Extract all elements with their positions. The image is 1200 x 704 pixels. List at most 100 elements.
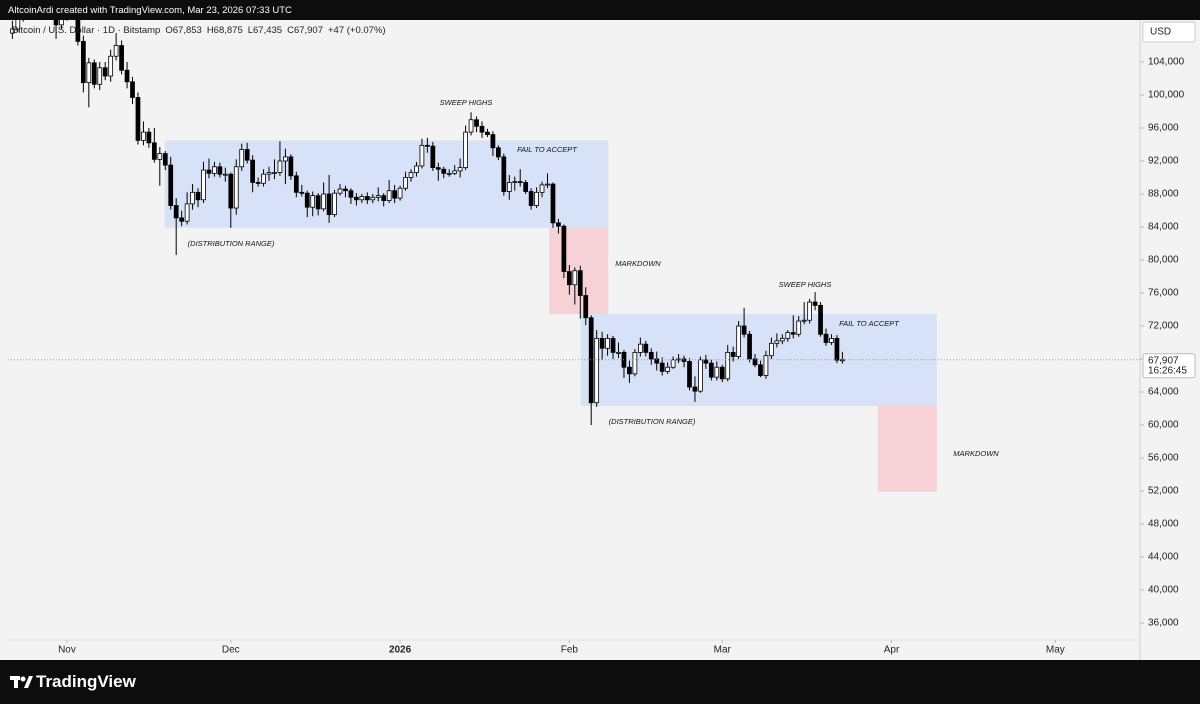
candle-body: [774, 340, 780, 344]
annotation: (DISTRIBUTION RANGE): [609, 417, 696, 426]
annotation: FAIL TO ACCEPT: [517, 145, 578, 154]
change: +47 (+0.07%): [328, 25, 386, 36]
last-price-label: 67,907: [1148, 355, 1179, 366]
candle-body: [403, 177, 408, 189]
candle-body: [599, 337, 605, 349]
candle-body: [239, 149, 245, 168]
candle-body: [233, 166, 239, 209]
candle-body: [577, 270, 583, 296]
candle-body: [337, 188, 343, 194]
y-tick-label: 60,000: [1148, 420, 1179, 431]
candle-body: [572, 270, 578, 286]
brand[interactable]: TradingView: [36, 672, 136, 691]
candle-body: [173, 205, 179, 219]
candle-body: [687, 361, 692, 388]
candle-body: [272, 172, 277, 174]
y-tick-label: 80,000: [1148, 255, 1179, 266]
candle-body: [812, 301, 818, 306]
candle-body: [605, 337, 610, 349]
x-tick-label: Dec: [222, 645, 240, 656]
candle-body: [321, 193, 326, 210]
x-tick-label: Feb: [561, 645, 579, 656]
candle-body: [151, 142, 157, 160]
candle-body: [293, 175, 299, 193]
annotation: FAIL TO ACCEPT: [839, 319, 900, 328]
candle-body: [643, 343, 649, 353]
candle-body: [594, 337, 600, 404]
candle-body: [796, 320, 802, 335]
candle-body: [184, 203, 190, 222]
candle-body: [616, 351, 621, 354]
candle-body: [517, 181, 523, 184]
candle-body: [375, 195, 381, 198]
x-tick-label: Mar: [714, 645, 732, 656]
candle-body: [419, 144, 425, 167]
candle-body: [534, 191, 539, 206]
candle-body: [446, 172, 452, 175]
candle-body: [490, 134, 496, 149]
candle-body: [714, 366, 720, 378]
candle-body: [332, 192, 337, 216]
y-tick-label: 104,000: [1148, 57, 1185, 68]
y-tick-label: 96,000: [1148, 123, 1179, 134]
candle-body: [528, 191, 534, 206]
open: O67,853: [165, 25, 202, 36]
y-tick-label: 44,000: [1148, 552, 1179, 563]
candle-body: [703, 359, 709, 364]
candle-body: [632, 351, 638, 375]
y-tick-label: 36,000: [1148, 618, 1179, 629]
candle-body: [53, 20, 59, 26]
candle-body: [708, 362, 714, 378]
candle-body: [304, 192, 310, 208]
top-bar: [0, 0, 1200, 20]
candle-body: [610, 337, 616, 353]
candle-body: [550, 183, 556, 224]
candle-body: [255, 182, 261, 184]
x-tick-label: May: [1046, 645, 1065, 656]
candle-body: [741, 325, 747, 335]
candle-body: [512, 181, 518, 184]
currency-box[interactable]: [1142, 21, 1196, 43]
annotation: (DISTRIBUTION RANGE): [188, 239, 275, 248]
candle-body: [146, 131, 152, 144]
candle-body: [206, 169, 212, 174]
candle-body: [212, 166, 217, 174]
candle-body: [441, 168, 447, 174]
candle-body: [637, 343, 643, 353]
annotation: MARKDOWN: [953, 449, 999, 458]
y-tick-label: 40,000: [1148, 585, 1179, 596]
candle-body: [244, 149, 250, 161]
candle-body: [157, 153, 163, 160]
y-tick-label: 52,000: [1148, 486, 1179, 497]
candle-body: [250, 159, 256, 183]
candle-body: [168, 164, 174, 206]
zone: [877, 406, 937, 492]
candle-body: [485, 131, 490, 135]
candle-body: [670, 359, 676, 368]
y-tick-label: 92,000: [1148, 156, 1179, 167]
x-tick-label: Apr: [884, 645, 900, 656]
candle-body: [59, 20, 64, 26]
candle-body: [266, 172, 272, 175]
candle-body: [315, 195, 321, 210]
candle-body: [463, 131, 468, 168]
candle-body: [654, 358, 660, 364]
candle-body: [452, 170, 458, 174]
candle-body: [747, 333, 752, 360]
candle-body: [807, 301, 812, 321]
annotation: SWEEP HIGHS: [779, 280, 832, 289]
candle-body: [326, 193, 332, 216]
candle-body: [310, 195, 316, 208]
plot: [10, 20, 937, 492]
candle-body: [468, 119, 474, 133]
candle-body: [801, 319, 807, 322]
candle-body: [698, 359, 703, 392]
candle-body: [364, 196, 370, 201]
candle-body: [430, 145, 436, 168]
y-tick-label: 88,000: [1148, 189, 1179, 200]
candle-body: [588, 317, 594, 404]
candle-body: [736, 325, 742, 357]
candle-body: [496, 147, 501, 158]
